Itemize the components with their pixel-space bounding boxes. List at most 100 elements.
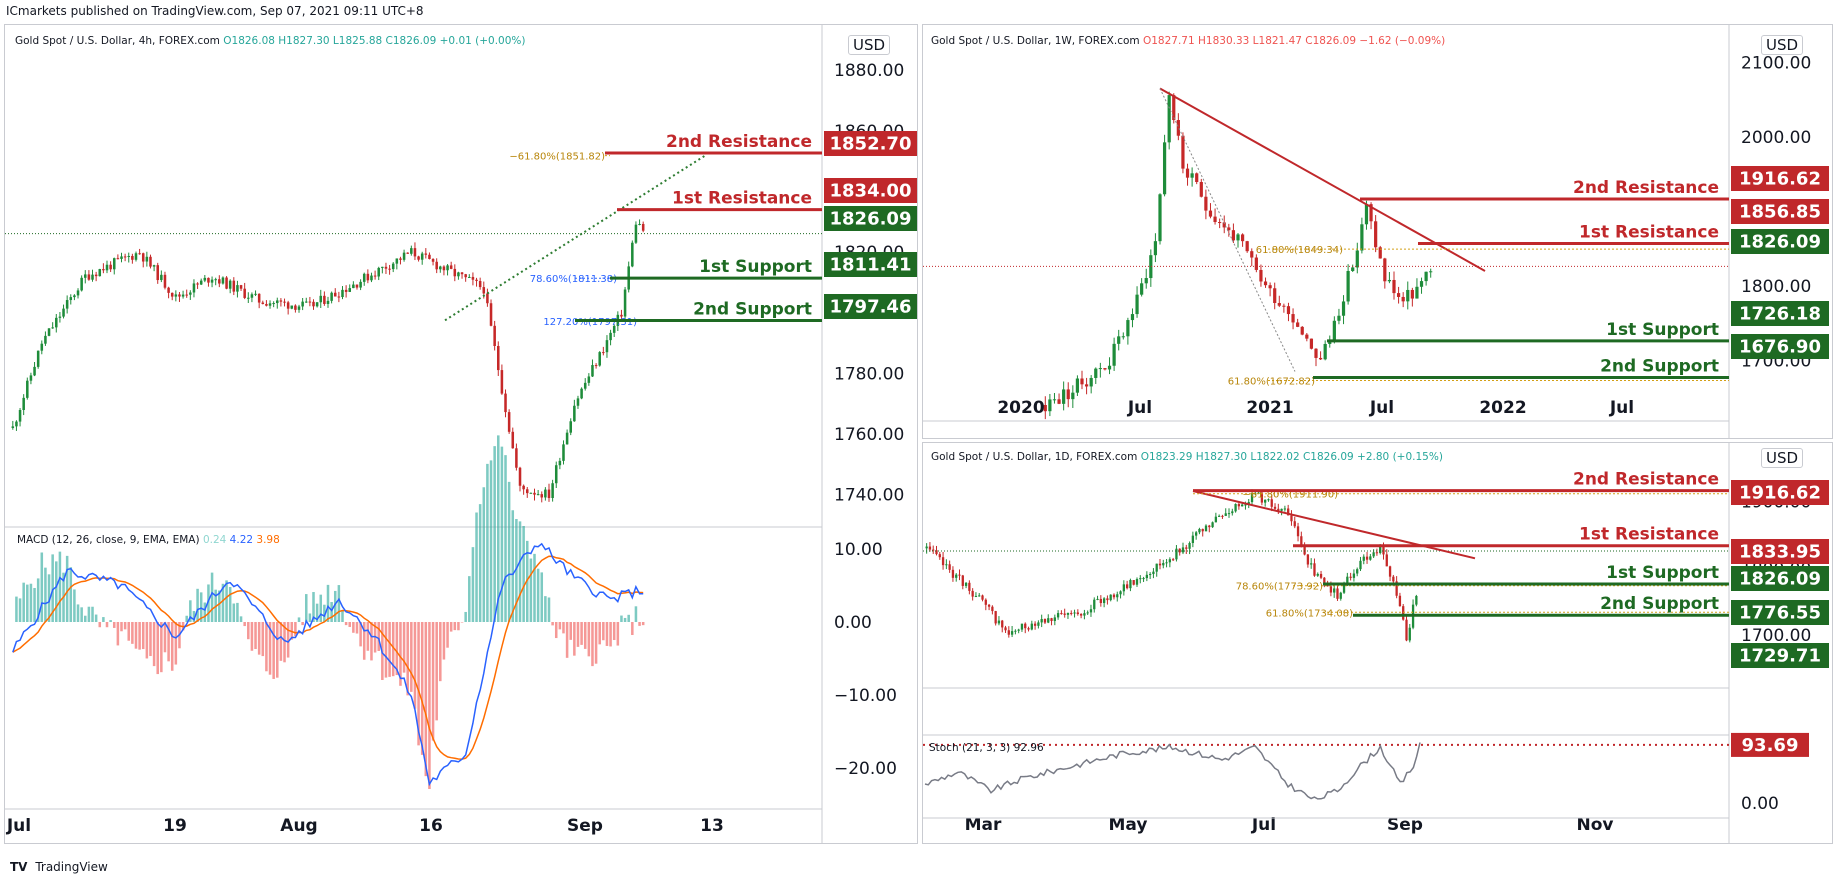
candle-body xyxy=(925,546,928,549)
candle-body xyxy=(997,620,1001,624)
level-name: 2nd Resistance xyxy=(1573,470,1719,490)
candle-body xyxy=(1300,326,1304,335)
candle-body xyxy=(1218,222,1222,224)
candle-body xyxy=(1392,279,1396,294)
candle-body xyxy=(1319,573,1323,578)
candle-body xyxy=(152,265,156,267)
tradingview-logo-icon: TV xyxy=(10,860,28,874)
candle-body xyxy=(1107,365,1112,370)
currency-badge[interactable]: USD xyxy=(1761,35,1804,55)
candle-body xyxy=(1048,399,1052,412)
level-name: 1st Resistance xyxy=(1579,525,1719,545)
chart-1w-canvas[interactable]: 2100.002000.001900.001800.001700.0061.80… xyxy=(923,25,1832,438)
candle-body xyxy=(399,258,402,260)
candle-body xyxy=(1130,314,1135,321)
candle-body xyxy=(1122,584,1125,592)
candle-body xyxy=(40,343,44,351)
price-badge-label: 1833.95 xyxy=(1739,542,1821,563)
y-tick-label: 1780.00 xyxy=(834,364,904,384)
trend-line xyxy=(1192,490,1476,560)
candle-body xyxy=(1144,278,1148,284)
candle-body xyxy=(497,346,500,371)
signal-line xyxy=(12,555,644,760)
candle-body xyxy=(149,256,152,267)
candle-body xyxy=(138,253,141,255)
candle-body xyxy=(1083,613,1086,616)
candle-body xyxy=(341,289,344,298)
ohlc-values: O1826.08 H1827.30 L1825.88 C1826.09 +0.0… xyxy=(223,35,526,47)
candle-body xyxy=(1406,289,1410,302)
candle-body xyxy=(1250,251,1254,258)
price-badge xyxy=(824,131,917,156)
candle-body xyxy=(1339,592,1342,599)
candle-body xyxy=(1178,548,1181,553)
chart-panel-1d[interactable]: Gold Spot / U.S. Dollar, 1D, FOREX.com O… xyxy=(922,442,1833,844)
chart-4h-canvas[interactable]: 1880.001860.001840.001820.001800.001780.… xyxy=(5,25,917,843)
candle-body xyxy=(1168,559,1172,563)
candle-body xyxy=(1103,368,1107,370)
candle-body xyxy=(1117,336,1121,344)
candle-body xyxy=(1273,288,1277,304)
chart-1d-canvas[interactable]: 1900.001800.001700.00−61.80%(1911.90)78.… xyxy=(923,443,1832,843)
candle-body xyxy=(105,264,109,271)
candle-body xyxy=(984,599,987,605)
candle-body xyxy=(207,277,210,283)
candle-body xyxy=(131,255,134,260)
fib-level-label: 61.80%(1672.82) xyxy=(1228,377,1315,388)
candle-body xyxy=(362,273,366,282)
candle-body xyxy=(460,272,464,275)
candle-body xyxy=(1063,613,1066,615)
x-tick-label: 2021 xyxy=(1246,398,1293,418)
candle-body xyxy=(420,253,424,260)
brand-name: TradingView xyxy=(35,860,108,874)
candle-body xyxy=(1125,584,1129,589)
candle-body xyxy=(370,275,373,281)
candle-body xyxy=(1172,95,1176,121)
footer-brand[interactable]: TV TradingView xyxy=(10,860,108,874)
candle-body xyxy=(348,288,352,292)
candle-body xyxy=(544,489,547,498)
candle-body xyxy=(1152,571,1155,575)
candle-body xyxy=(210,279,214,283)
candle-body xyxy=(1165,562,1168,564)
candle-body xyxy=(1112,594,1116,598)
candle-body xyxy=(1155,563,1158,572)
candle-body xyxy=(1316,573,1319,576)
trend-line xyxy=(444,154,706,322)
candle-body xyxy=(1014,630,1017,632)
chart-panel-1w[interactable]: Gold Spot / U.S. Dollar, 1W, FOREX.com O… xyxy=(922,24,1833,439)
currency-badge[interactable]: USD xyxy=(1761,448,1804,468)
candle-body xyxy=(1148,574,1152,576)
candle-body xyxy=(1218,515,1221,517)
candle-body xyxy=(1199,182,1203,197)
candle-body xyxy=(551,483,554,499)
candle-body xyxy=(580,388,583,399)
candle-body xyxy=(1429,271,1433,273)
candle-body xyxy=(1050,618,1053,621)
indicator-name: Stoch (21, 3, 3) xyxy=(929,742,1011,754)
fib-level-label: −61.80%(1851.82) xyxy=(509,152,605,163)
price-badge-label: 1916.62 xyxy=(1739,169,1821,190)
price-badge-label: 1676.90 xyxy=(1739,337,1821,358)
candle-body xyxy=(167,287,170,293)
candle-body xyxy=(1181,547,1185,553)
candle-body xyxy=(935,550,938,555)
currency-badge[interactable]: USD xyxy=(848,35,891,55)
candle-body xyxy=(304,301,308,303)
price-badge xyxy=(1731,334,1829,359)
candle-body xyxy=(974,595,978,597)
candle-body xyxy=(1047,618,1050,623)
indicator-title-stoch: Stoch (21, 3, 3) 92.96 xyxy=(929,742,1044,754)
candle-body xyxy=(991,606,994,612)
price-badge xyxy=(1731,566,1829,591)
candle-body xyxy=(1264,499,1267,503)
candle-body xyxy=(26,380,29,398)
candle-body xyxy=(1282,305,1286,307)
candle-body xyxy=(315,302,319,307)
x-tick-label: Nov xyxy=(1577,815,1614,835)
candle-body xyxy=(1126,320,1130,337)
chart-panel-4h[interactable]: Gold Spot / U.S. Dollar, 4h, FOREX.com O… xyxy=(4,24,918,844)
y-tick-label: 2000.00 xyxy=(1741,128,1811,148)
price-badge-label: 1797.46 xyxy=(830,297,912,318)
candle-body xyxy=(562,444,565,461)
